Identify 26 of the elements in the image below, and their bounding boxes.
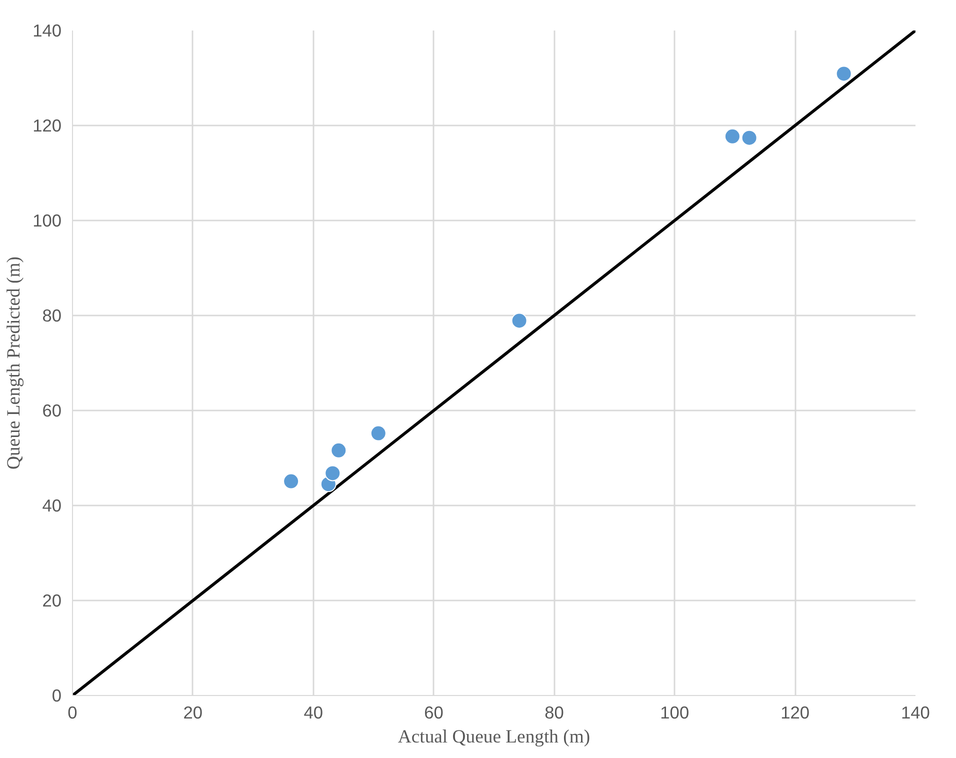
y-tick-label: 80 (42, 306, 62, 326)
point (511, 312, 528, 329)
point (283, 473, 300, 490)
y-tick-label: 60 (42, 400, 62, 420)
x-tick-label: 0 (68, 702, 78, 722)
y-tick-label: 100 (32, 210, 62, 230)
x-tick-label: 60 (424, 702, 444, 722)
x-tick-label: 80 (544, 702, 564, 722)
point (741, 130, 758, 146)
x-tick-label: 20 (183, 702, 203, 722)
x-tick-label: 40 (304, 702, 323, 722)
y-tick-label: 20 (42, 590, 62, 610)
x-axis-title: Actual Queue Length (m) (398, 726, 590, 748)
y-tick-label: 0 (52, 686, 62, 706)
point (370, 425, 386, 442)
y-tick-label: 140 (32, 20, 62, 40)
point (330, 442, 347, 458)
y-tick-label: 40 (42, 496, 62, 516)
point (836, 66, 852, 82)
point (724, 128, 740, 144)
y-axis-title: Queue Length Predicted (m) (4, 256, 25, 470)
point (324, 465, 341, 482)
x-tick-label: 100 (660, 702, 690, 722)
x-tick-label: 120 (780, 702, 810, 722)
x-tick-label: 140 (901, 702, 930, 722)
y-tick-label: 120 (32, 116, 62, 136)
